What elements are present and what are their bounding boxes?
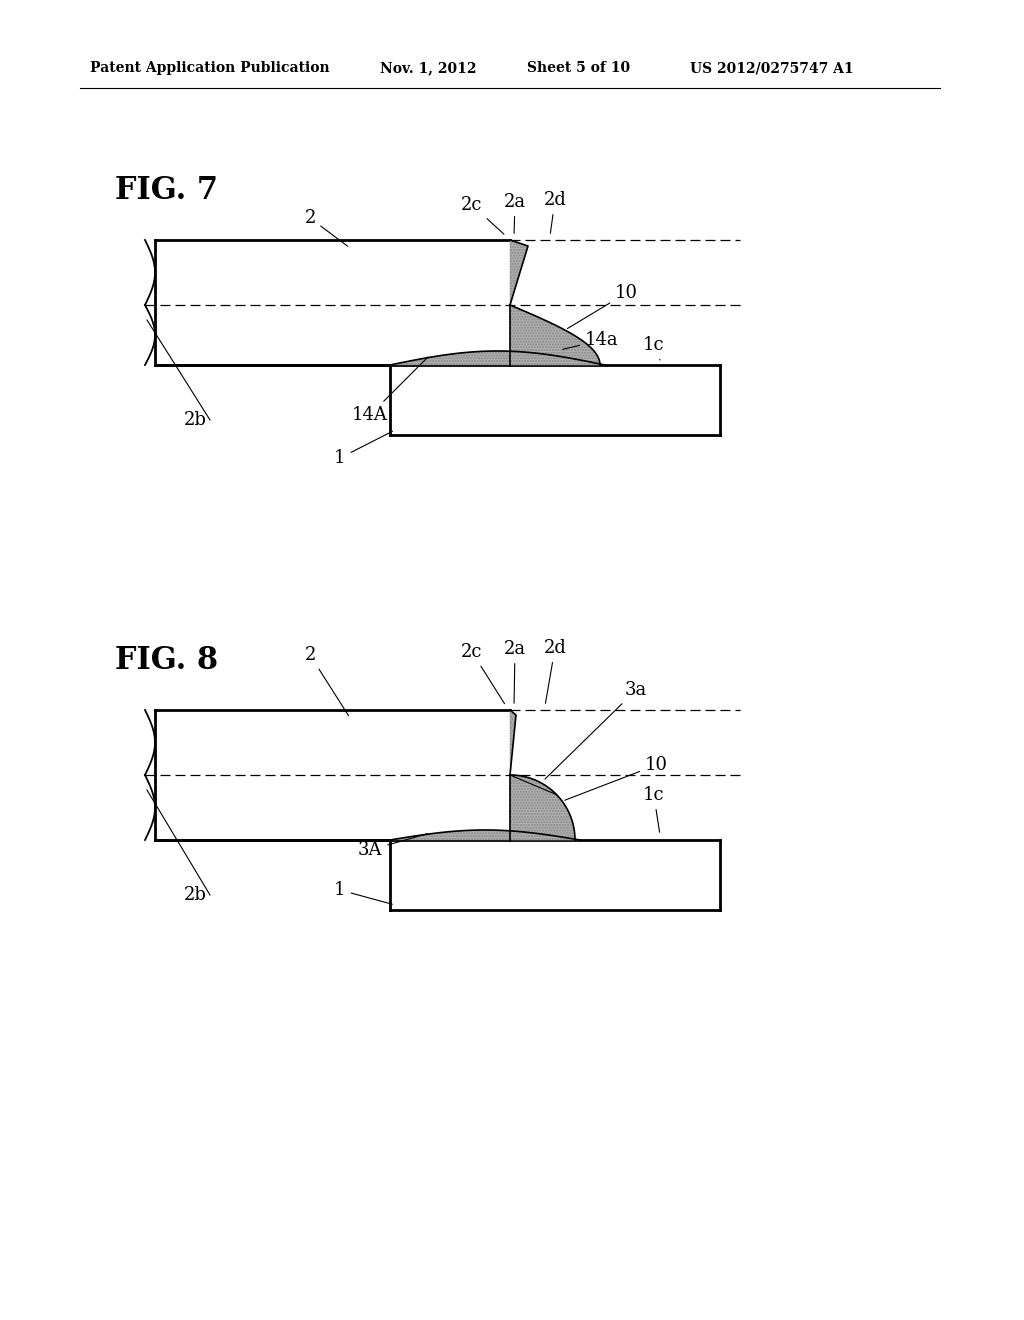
Text: 3a: 3a xyxy=(545,681,647,779)
Text: 14A: 14A xyxy=(352,356,428,424)
Text: FIG. 8: FIG. 8 xyxy=(115,645,218,676)
Text: 2c: 2c xyxy=(461,643,505,704)
Polygon shape xyxy=(390,351,605,366)
Text: 2b: 2b xyxy=(183,886,207,904)
Text: 2d: 2d xyxy=(544,191,566,234)
Polygon shape xyxy=(390,830,580,840)
Text: Nov. 1, 2012: Nov. 1, 2012 xyxy=(380,61,476,75)
Polygon shape xyxy=(510,240,528,305)
Text: 10: 10 xyxy=(565,756,668,800)
Text: 2a: 2a xyxy=(504,640,526,704)
Text: 2c: 2c xyxy=(461,195,504,234)
Text: FIG. 7: FIG. 7 xyxy=(115,176,218,206)
Text: 10: 10 xyxy=(567,284,638,329)
Text: 1c: 1c xyxy=(643,785,665,832)
Text: 14a: 14a xyxy=(563,331,618,350)
Text: Patent Application Publication: Patent Application Publication xyxy=(90,61,330,75)
Text: 2d: 2d xyxy=(544,639,566,704)
Polygon shape xyxy=(510,775,575,840)
Text: US 2012/0275747 A1: US 2012/0275747 A1 xyxy=(690,61,854,75)
Text: 2b: 2b xyxy=(183,411,207,429)
Text: Sheet 5 of 10: Sheet 5 of 10 xyxy=(527,61,630,75)
Text: 2a: 2a xyxy=(504,193,526,234)
Text: 1c: 1c xyxy=(643,337,665,360)
Text: 2: 2 xyxy=(304,645,348,715)
Text: 3A: 3A xyxy=(357,834,427,859)
Text: 1: 1 xyxy=(334,432,392,467)
Text: 1: 1 xyxy=(334,880,392,904)
Polygon shape xyxy=(510,305,600,366)
Text: 2: 2 xyxy=(304,209,348,247)
Polygon shape xyxy=(510,710,516,775)
